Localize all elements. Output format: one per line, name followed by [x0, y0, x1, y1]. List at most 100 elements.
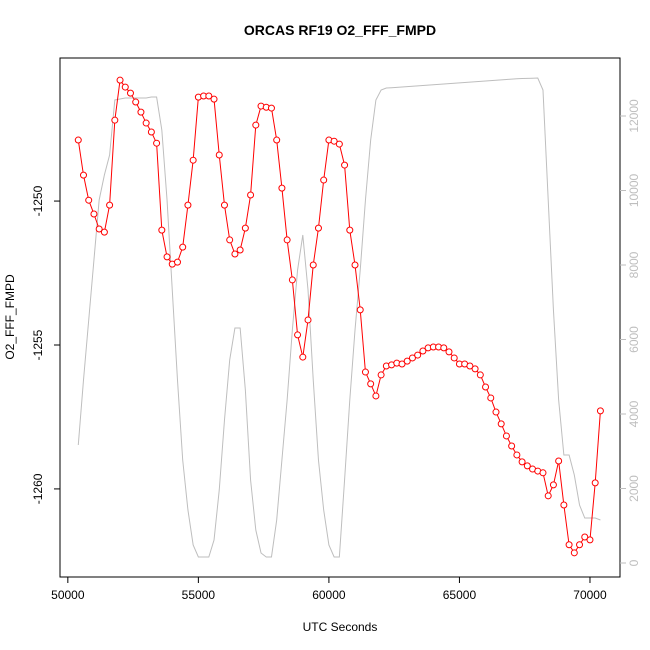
plot-frame [59, 57, 621, 578]
data-point [288, 276, 296, 284]
data-point [419, 347, 427, 355]
data-point [283, 236, 291, 244]
data-point [90, 210, 98, 218]
data-point [440, 344, 448, 352]
data-point [591, 479, 599, 487]
data-point [179, 243, 187, 251]
data-point [539, 469, 547, 477]
data-point [544, 492, 552, 500]
data-point [377, 371, 385, 379]
data-point [565, 541, 573, 549]
data-point [147, 128, 155, 136]
series-line [77, 78, 601, 554]
data-point [137, 108, 145, 116]
data-point [351, 261, 359, 269]
y2-tick-label: 2000 [627, 475, 641, 502]
data-point [189, 156, 197, 164]
y-tick-label: -1260 [31, 473, 45, 504]
data-point [304, 316, 312, 324]
data-point [95, 225, 103, 233]
data-point [184, 201, 192, 209]
data-point [121, 83, 129, 91]
y-axis-title: O2_FFF_FMPD [3, 274, 17, 360]
data-point [586, 536, 594, 544]
series-line [77, 77, 601, 558]
data-point [231, 250, 239, 258]
data-point [241, 224, 249, 232]
data-point [142, 119, 150, 127]
data-point [576, 541, 584, 549]
data-point [476, 371, 484, 379]
data-point [513, 451, 521, 459]
data-point [205, 92, 213, 100]
data-point [596, 407, 604, 415]
data-point [320, 176, 328, 184]
x-tick-label: 70000 [573, 588, 607, 602]
data-point [346, 226, 354, 234]
data-point [492, 408, 500, 416]
data-point [570, 549, 578, 557]
y2-tick-label: 4000 [627, 400, 641, 427]
x-tick-label: 60000 [312, 588, 346, 602]
data-point [361, 368, 369, 376]
data-point [267, 104, 275, 112]
y2-tick-label: 8000 [627, 251, 641, 278]
x-tick-label: 50000 [51, 588, 85, 602]
data-point [314, 224, 322, 232]
data-point [497, 420, 505, 428]
data-point [252, 121, 260, 129]
data-point [247, 191, 255, 199]
y2-tick-label: 12000 [627, 99, 641, 133]
data-point [153, 139, 161, 147]
data-point [273, 136, 281, 144]
y2-tick-label: 10000 [627, 173, 641, 207]
data-point [173, 258, 181, 266]
data-point [549, 481, 557, 489]
data-point [100, 228, 108, 236]
data-point [294, 331, 302, 339]
chart-title: ORCAS RF19 O2_FFF_FMPD [244, 22, 436, 38]
y-tick-label: -1250 [31, 185, 45, 216]
data-point [106, 201, 114, 209]
data-point [408, 354, 416, 362]
data-point [236, 246, 244, 254]
data-point [341, 161, 349, 169]
data-point [278, 184, 286, 192]
data-point [518, 458, 526, 466]
data-point [560, 501, 568, 509]
data-point [482, 383, 490, 391]
data-point [335, 140, 343, 148]
data-point [487, 394, 495, 402]
data-point [74, 136, 82, 144]
data-point [85, 196, 93, 204]
data-point [163, 253, 171, 261]
data-point [523, 462, 531, 470]
data-point [466, 362, 474, 370]
data-point [471, 365, 479, 373]
data-point [372, 392, 380, 400]
y2-tick-label: 0 [627, 559, 641, 566]
data-point [220, 201, 228, 209]
x-axis-title: UTC Seconds [303, 620, 378, 634]
data-point [581, 533, 589, 541]
data-point [367, 380, 375, 388]
data-point [215, 151, 223, 159]
x-tick-label: 65000 [443, 588, 477, 602]
data-point [502, 432, 510, 440]
y-tick-label: -1255 [31, 329, 45, 360]
data-point [309, 261, 317, 269]
data-point [158, 226, 166, 234]
data-point [111, 116, 119, 124]
data-point [398, 360, 406, 368]
data-point [450, 354, 458, 362]
data-point [226, 236, 234, 244]
data-point [79, 171, 87, 179]
data-point [356, 306, 364, 314]
data-point [445, 348, 453, 356]
data-point [555, 457, 563, 465]
data-point [210, 95, 218, 103]
data-point [330, 137, 338, 145]
x-tick-label: 55000 [182, 588, 216, 602]
